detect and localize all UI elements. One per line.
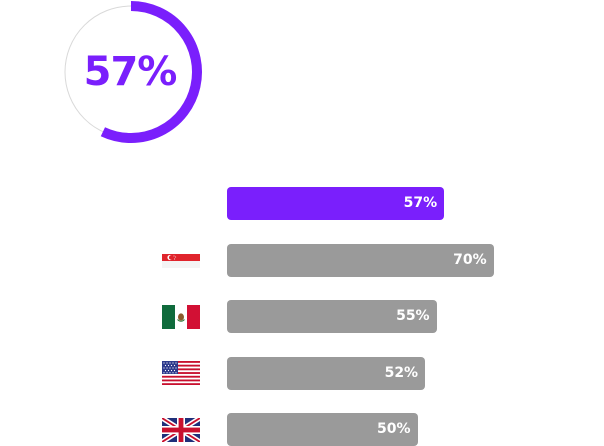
bar-value-label: 57% xyxy=(403,195,438,211)
bar-overall xyxy=(227,187,445,220)
bar-singapore xyxy=(227,243,494,277)
donut-progress-arc xyxy=(100,1,202,143)
bar-usa xyxy=(227,356,426,390)
donut-chart xyxy=(64,1,202,143)
bar-value-label: 70% xyxy=(453,251,487,268)
bar-uk xyxy=(227,413,418,446)
usa-flag-icon xyxy=(162,361,200,385)
bar-value-label: 55% xyxy=(396,308,430,324)
bar-value-label: 50% xyxy=(376,421,411,437)
bar-mexico xyxy=(227,300,437,333)
singapore-flag-icon xyxy=(162,248,200,272)
donut-center-label: 57% xyxy=(83,49,178,95)
uk-flag-icon xyxy=(162,417,200,442)
mexico-flag-icon xyxy=(162,304,200,329)
bar-value-label: 52% xyxy=(384,364,419,381)
